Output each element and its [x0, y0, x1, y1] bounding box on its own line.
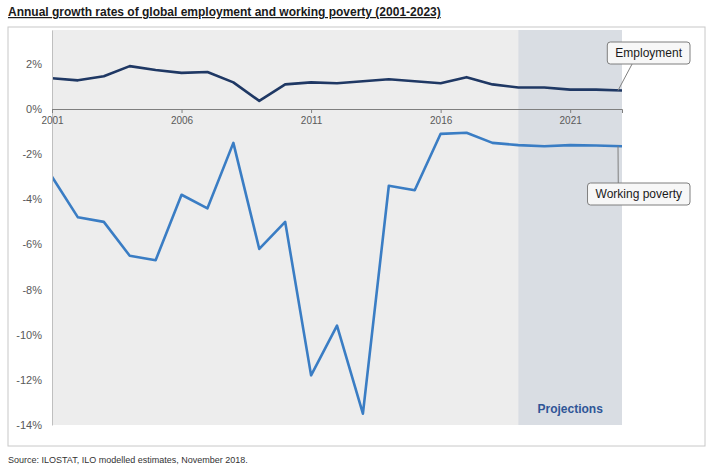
plot-area: [52, 30, 622, 425]
y-tick: -14%: [16, 419, 52, 431]
series-label-text: Working poverty: [596, 187, 682, 201]
x-axis: 2001 2006 2011 2016 2021: [41, 109, 622, 126]
y-tick-label: -6%: [22, 238, 42, 250]
x-tick-label: 2011: [301, 115, 323, 126]
y-tick: 0%: [26, 103, 52, 115]
series-label-box: [607, 42, 690, 64]
y-tick: -4%: [22, 193, 52, 205]
x-axis-line: [53, 110, 623, 114]
x-tick: 2011: [301, 109, 323, 126]
y-axis: 2% 0% -2% -4% -6% -8% -10% -12% -14%: [16, 31, 52, 432]
x-tick-label: 2021: [560, 115, 583, 126]
x-tick: 2016: [430, 109, 453, 126]
frame: [8, 27, 705, 446]
y-tick-label: 2%: [26, 58, 42, 70]
x-tick-label: 2001: [41, 115, 64, 126]
y-axis-line: [52, 31, 53, 426]
x-tick: 2001: [41, 109, 64, 126]
series-label: Working poverty: [588, 146, 690, 205]
y-tick: -12%: [16, 374, 52, 386]
y-tick-label: -14%: [16, 419, 42, 431]
y-tick: -10%: [16, 329, 52, 341]
y-tick-label: 0%: [26, 103, 42, 115]
y-tick: 2%: [26, 58, 52, 70]
x-tick-label: 2006: [171, 115, 194, 126]
y-tick-label: -12%: [16, 374, 42, 386]
series-line: [52, 133, 622, 414]
leader-line: [618, 146, 619, 183]
source: Source: ILOSTAT, ILO modelled estimates,…: [8, 455, 248, 465]
y-tick: -2%: [22, 148, 52, 160]
x-tick-mark: [570, 109, 571, 113]
x-tick-label: 2016: [430, 115, 453, 126]
x-tick-mark: [52, 109, 53, 113]
x-tick-mark: [441, 109, 442, 113]
title: Annual growth rates of global employment…: [8, 5, 441, 19]
x-tick-mark: [311, 109, 312, 113]
y-tick: -6%: [22, 238, 52, 250]
series-label-text: Employment: [615, 46, 682, 60]
x-tick: 2021: [560, 109, 583, 126]
marks: [52, 30, 622, 425]
series-label: Employment: [607, 42, 690, 90]
annotation: Projections: [538, 402, 604, 416]
x-tick-mark: [182, 109, 183, 113]
y-tick-label: -2%: [22, 148, 42, 160]
y-tick: -8%: [22, 284, 52, 296]
y-tick-label: -10%: [16, 329, 42, 341]
leader-line: [618, 64, 632, 90]
y-tick-label: -8%: [22, 284, 42, 296]
series-line: [52, 66, 622, 101]
series-label-box: [588, 183, 690, 205]
y-tick-label: -4%: [22, 193, 42, 205]
chart: Annual growth rates of global employment…: [0, 0, 717, 470]
x-tick: 2006: [171, 109, 194, 126]
